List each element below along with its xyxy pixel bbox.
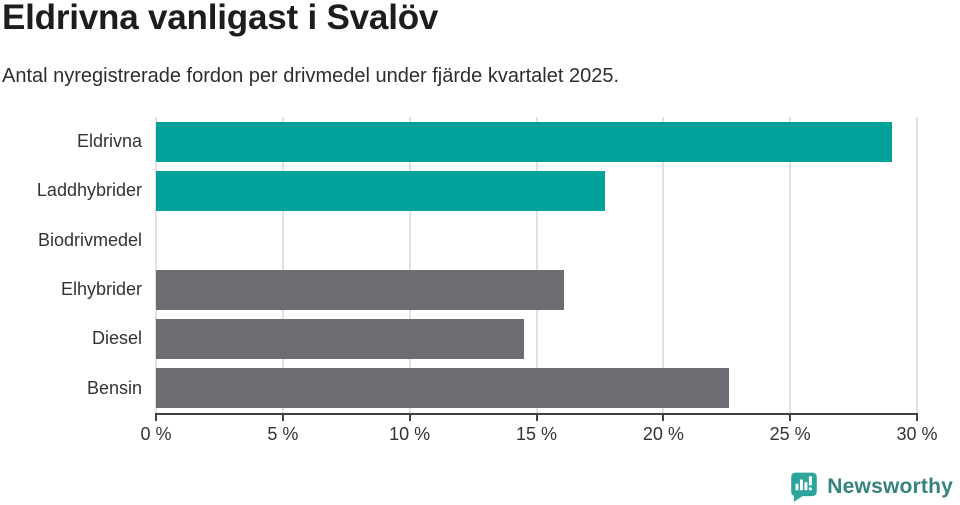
chart-rows: Eldrivna Laddhybrider Biodrivmedel Elhybrid…: [0, 117, 917, 413]
x-tick-label: 5 %: [267, 424, 299, 444]
gridline: [535, 117, 538, 413]
newsworthy-logo-icon: [791, 472, 818, 502]
x-axis-tick: [916, 415, 918, 421]
x-axis-tick: [789, 415, 792, 421]
bar-track: [156, 368, 917, 409]
bar-bensin: [156, 368, 730, 409]
bar-track: [156, 318, 917, 359]
gridline: [155, 117, 157, 413]
category-label: Laddhybrider: [36, 180, 142, 201]
x-axis-tick: [662, 415, 665, 421]
bar-track: [156, 220, 917, 260]
x-tick-label: 15 %: [515, 424, 558, 444]
chart-title: Eldrivna vanligast i Svalöv: [2, 0, 439, 37]
gridline: [789, 117, 792, 413]
gridline: [408, 117, 411, 413]
x-axis-tick: [155, 415, 157, 421]
bar-laddhybrider: [156, 170, 605, 211]
bar-diesel: [156, 318, 524, 359]
x-tick-label: 0 %: [140, 424, 172, 444]
x-tick-label: 20 %: [642, 424, 684, 444]
x-axis-tick: [535, 415, 538, 421]
chart-row: Diesel: [0, 314, 917, 363]
chart-row: Elhybrider: [0, 265, 917, 314]
brand-name: Newsworthy: [827, 475, 953, 498]
bar-elhybrider: [156, 269, 565, 310]
category-label: Eldrivna: [76, 131, 142, 152]
x-axis-tick: [281, 415, 284, 421]
bar-track: [156, 170, 917, 211]
x-axis: 0 % 5 % 10 % 15 % 20 % 25 % 30 %: [140, 413, 938, 445]
chart-row: Laddhybrider: [0, 166, 917, 215]
x-tick-label: 30 %: [896, 424, 938, 444]
gridline: [916, 117, 918, 413]
gridline: [662, 117, 665, 413]
gridline: [281, 117, 284, 413]
chart-subtitle: Antal nyregistrerade fordon per drivmede…: [2, 65, 620, 87]
category-label: Bensin: [86, 377, 142, 398]
x-tick-label: 25 %: [769, 424, 811, 444]
chart-row: Eldrivna: [0, 117, 917, 166]
category-label: Biodrivmedel: [37, 229, 142, 250]
chart-row: Biodrivmedel: [0, 216, 917, 265]
chart-row: Bensin: [0, 364, 917, 413]
category-label: Diesel: [91, 328, 142, 349]
bar-eldrivna: [156, 121, 892, 162]
bar-track: [156, 269, 917, 310]
bar-chart: Eldrivna Laddhybrider Biodrivmedel Elhybrid…: [0, 117, 938, 444]
category-label: Elhybrider: [60, 279, 142, 300]
bar-track: [156, 121, 917, 162]
x-axis-tick: [408, 415, 411, 421]
plot-area: [155, 117, 918, 413]
x-tick-label: 10 %: [389, 424, 431, 444]
brand-footer: Newsworthy: [789, 471, 953, 503]
